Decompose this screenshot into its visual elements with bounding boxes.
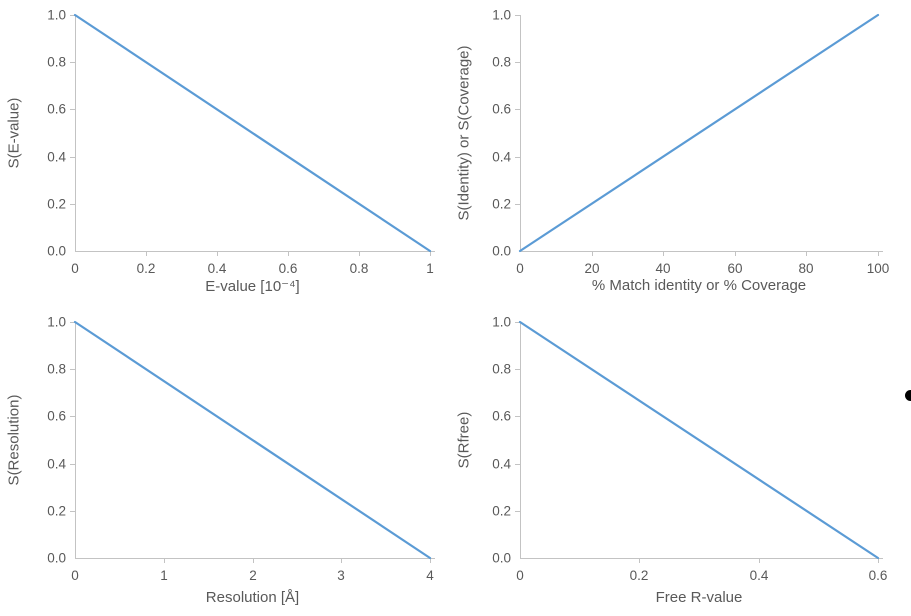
y-tick-label: 1.0	[47, 8, 66, 23]
x-tick-label: 1	[160, 568, 168, 583]
x-tick-label: 0.6	[869, 568, 888, 583]
series-line	[518, 13, 880, 253]
y-tick-label: 1.0	[47, 315, 66, 330]
x-tick-label: 4	[426, 568, 434, 583]
x-axis-title-identity-coverage: % Match identity or % Coverage	[591, 277, 807, 294]
y-tick-label: 0.2	[492, 504, 511, 519]
series-line	[73, 13, 432, 253]
x-tick-label: 100	[867, 261, 890, 276]
y-tick-label: 0.2	[492, 197, 511, 212]
x-axis-title-rfree: Free R-value	[655, 589, 743, 606]
series-line	[518, 320, 880, 560]
x-tick-label: 0.2	[137, 261, 156, 276]
y-tick-label: 0.4	[47, 150, 66, 165]
y-tick-label: 0.0	[47, 551, 66, 566]
y-tick-label: 1.0	[492, 8, 511, 23]
x-tick-label: 0.4	[750, 568, 769, 583]
x-tick-label: 0.8	[350, 261, 369, 276]
chart-resolution: 0 1 2 3 4 0.0 0.2 0.4 0.6 0.8 1.0	[47, 315, 435, 583]
y-axis-title-identity-coverage: S(Identity) or S(Coverage)	[455, 45, 473, 221]
x-tick-label: 0.6	[279, 261, 298, 276]
y-tick-label: 0.0	[492, 244, 511, 259]
y-tick-label: 0.6	[47, 102, 66, 117]
x-axis-title-resolution: Resolution [Å]	[205, 589, 300, 606]
chart-evalue: 0 0.2 0.4 0.6 0.8 1 0.0 0.2 0.4 0.6 0.8 1.0	[47, 8, 435, 276]
y-tick-label: 0.8	[47, 362, 66, 377]
y-tick-label: 0.0	[492, 551, 511, 566]
y-tick-label: 0.2	[47, 197, 66, 212]
x-tick-label: 20	[584, 261, 599, 276]
y-axis-title-evalue: S(E-value)	[5, 97, 23, 169]
x-tick-label: 0	[516, 261, 524, 276]
x-tick-label: 0	[516, 568, 524, 583]
y-tick-label: 0.0	[47, 244, 66, 259]
x-tick-label: 40	[655, 261, 670, 276]
x-tick-label: 3	[337, 568, 345, 583]
y-axis-title-rfree: S(Rfree)	[455, 411, 473, 469]
x-tick-label: 2	[249, 568, 257, 583]
y-tick-label: 0.4	[47, 457, 66, 472]
y-tick-label: 0.2	[47, 504, 66, 519]
x-tick-label: 0	[71, 568, 79, 583]
chart-identity-coverage: 0 20 40 60 80 100 0.0 0.2 0.4 0.6 0.8 1.0	[492, 8, 890, 277]
x-tick-label: 1	[426, 261, 434, 276]
y-axis-title-resolution: S(Resolution)	[5, 394, 23, 486]
y-tick-label: 0.6	[492, 409, 511, 424]
y-tick-label: 0.6	[492, 102, 511, 117]
y-tick-label: 0.4	[492, 150, 511, 165]
x-axis-title-evalue: E-value [10⁻⁴]	[205, 278, 300, 295]
stray-bullet-icon	[905, 390, 911, 401]
x-tick-label: 0.2	[630, 568, 649, 583]
series-line	[73, 320, 432, 560]
x-tick-label: 0.4	[208, 261, 227, 276]
y-tick-label: 0.6	[47, 409, 66, 424]
y-tick-label: 0.4	[492, 457, 511, 472]
x-tick-label: 0	[71, 261, 79, 276]
chart-rfree: 0 0.2 0.4 0.6 0.0 0.2 0.4 0.6 0.8 1.0	[492, 315, 888, 584]
y-tick-label: 0.8	[47, 55, 66, 70]
x-tick-label: 80	[798, 261, 813, 276]
y-tick-label: 0.8	[492, 362, 511, 377]
y-tick-label: 0.8	[492, 55, 511, 70]
y-tick-label: 1.0	[492, 315, 511, 330]
x-tick-label: 60	[727, 261, 742, 276]
